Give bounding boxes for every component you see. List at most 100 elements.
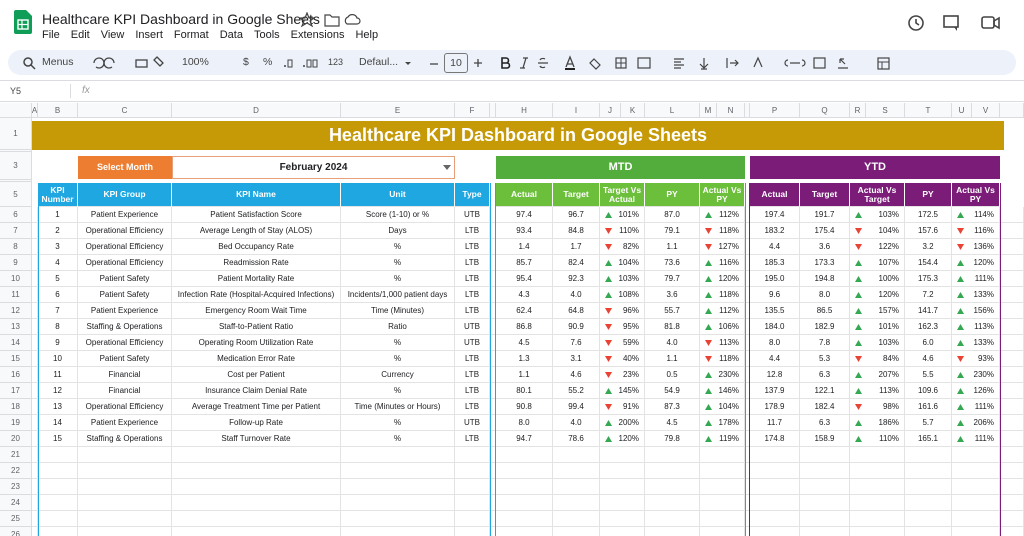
row-header[interactable]: 24 [0,495,32,511]
column-header[interactable]: Q [800,103,850,118]
menu-item[interactable]: File [42,29,60,41]
column-header[interactable]: T [905,103,952,118]
column-header[interactable]: I [553,103,600,118]
cell [645,495,700,511]
row-header[interactable]: 20 [0,431,32,447]
row-header[interactable]: 18 [0,399,32,415]
row-header[interactable]: 26 [0,527,32,536]
toolbar-icons[interactable] [90,55,170,71]
menu-item[interactable]: Extensions [290,29,345,41]
cell: 157.6 [905,223,952,239]
format-icons[interactable] [472,55,902,71]
row-header[interactable]: 9 [0,255,32,271]
cell: 1.3 [496,351,553,367]
trend-arrow [605,372,612,378]
zoom[interactable]: 100% [182,56,209,68]
doc-title[interactable]: Healthcare KPI Dashboard in Google Sheet… [42,11,320,27]
search-icon[interactable] [22,56,36,70]
menus-search[interactable]: Menus [42,56,74,68]
column-header[interactable]: S [866,103,905,118]
number-format[interactable]: 123 [328,57,344,67]
column-header[interactable]: R [850,103,866,118]
row-header[interactable]: 8 [0,239,32,255]
menu-item[interactable]: View [100,29,125,41]
cell [32,399,38,415]
currency-format[interactable]: $ [243,56,249,68]
decimal-icons[interactable] [282,57,322,69]
menu-item[interactable]: Help [355,29,379,41]
column-header[interactable]: V [972,103,1000,118]
row-header[interactable]: 10 [0,271,32,287]
column-header[interactable]: B [38,103,78,118]
column-header[interactable]: U [952,103,972,118]
column-header[interactable]: A [32,103,38,118]
column-header[interactable]: P [750,103,800,118]
column-header[interactable]: D [172,103,341,118]
cell: 195.0 [750,271,800,287]
row-header[interactable]: 3 [0,152,32,180]
cell: 8.0 [750,335,800,351]
row-header[interactable]: 5 [0,182,32,207]
cell [553,447,600,463]
header-actions[interactable] [906,12,1016,34]
column-header[interactable]: F [455,103,490,118]
row-header[interactable]: 1 [0,118,32,150]
menu-item[interactable]: Format [173,29,209,41]
month-dropdown[interactable]: February 2024 [172,156,455,179]
name-box[interactable]: Y5 [10,86,22,96]
row-header[interactable]: 6 [0,207,32,223]
row-header[interactable]: 11 [0,287,32,303]
font-controls[interactable] [404,60,444,68]
ytd-banner: YTD [750,156,1000,179]
cell: 112% [700,207,745,223]
cell: 174.8 [750,431,800,447]
cell [455,511,490,527]
cell: 111% [952,399,1000,415]
row-header[interactable]: 25 [0,511,32,527]
ytd-header: Actual [750,183,800,207]
trend-arrow [605,356,612,362]
row-header[interactable]: 14 [0,335,32,351]
cell: % [341,335,455,351]
font-size[interactable]: 10 [444,53,468,73]
row-header[interactable]: 17 [0,383,32,399]
trend-arrow [957,324,964,330]
column-header[interactable]: N [717,103,745,118]
cell: LTB [455,287,490,303]
row-header[interactable]: 15 [0,351,32,367]
column-header[interactable]: E [341,103,455,118]
menu-item[interactable]: Tools [253,29,280,41]
title-icons[interactable] [300,12,362,28]
trend-arrow [957,228,964,234]
percent-format[interactable]: % [263,56,273,68]
dropdown-arrow[interactable] [443,165,451,170]
row-header[interactable]: 23 [0,479,32,495]
row-header[interactable]: 22 [0,463,32,479]
trend-arrow [605,244,612,250]
column-header[interactable]: H [496,103,553,118]
cell: 110% [850,431,905,447]
cell: 133% [952,335,1000,351]
column-header[interactable]: J [600,103,621,118]
column-header[interactable]: C [78,103,172,118]
font-family[interactable]: Defaul... [359,56,399,68]
row-header[interactable]: 12 [0,303,32,319]
menu-item[interactable]: Insert [135,29,163,41]
trend-arrow [855,244,862,250]
row-header[interactable]: 13 [0,319,32,335]
cell: 109.6 [905,383,952,399]
row-header[interactable]: 7 [0,223,32,239]
column-header[interactable]: M [700,103,717,118]
row-header[interactable]: 21 [0,447,32,463]
cell: 120% [700,271,745,287]
column-header[interactable]: K [621,103,645,118]
row-header[interactable]: 19 [0,415,32,431]
menu-item[interactable]: Edit [70,29,90,41]
trend-arrow [705,244,712,250]
cell [1000,319,1024,335]
cell: 3.1 [553,351,600,367]
menu-item[interactable]: Data [219,29,243,41]
column-header[interactable]: L [645,103,700,118]
row-header[interactable]: 16 [0,367,32,383]
cell: 93% [952,351,1000,367]
